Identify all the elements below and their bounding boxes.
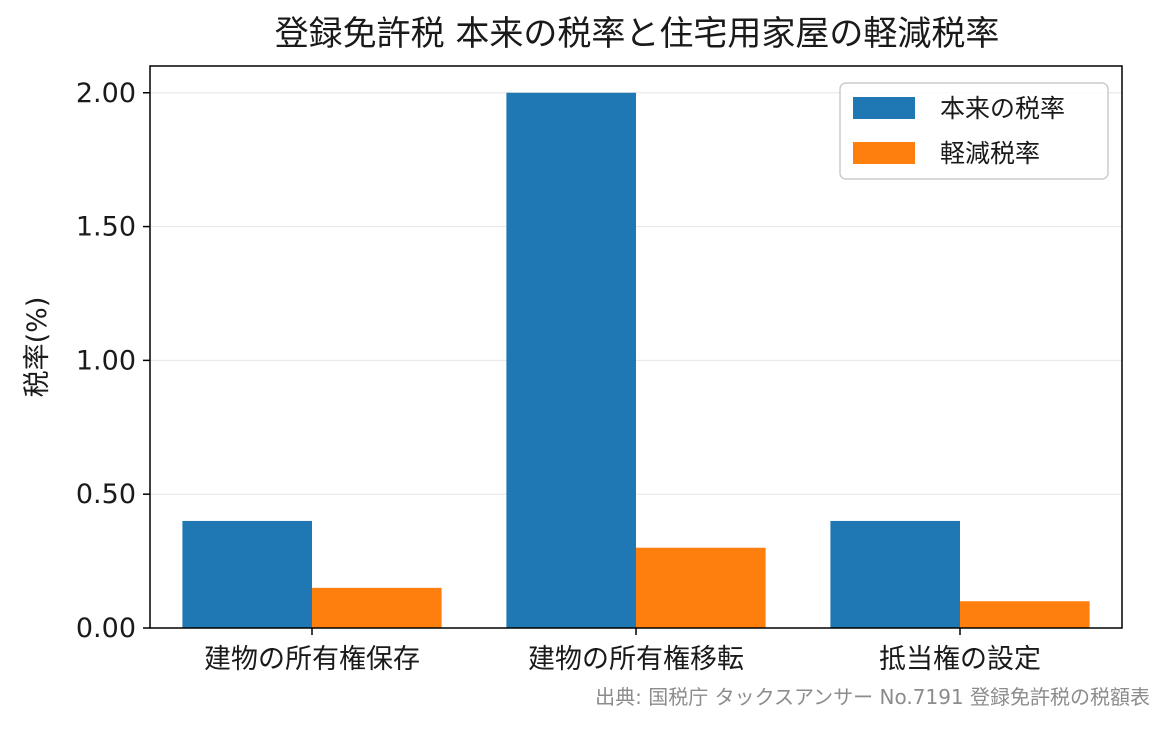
x-tick-label: 抵当権の設定 bbox=[879, 644, 1041, 675]
bar-reduced-0 bbox=[312, 587, 442, 628]
y-tick-label: 2.00 bbox=[76, 78, 136, 109]
bars bbox=[182, 92, 1090, 628]
y-tick-label: 0.50 bbox=[76, 479, 136, 510]
bar-standard-0 bbox=[182, 520, 312, 628]
y-tick-label: 0.00 bbox=[76, 613, 136, 644]
legend-swatch bbox=[853, 97, 915, 119]
legend-swatch bbox=[853, 142, 915, 164]
legend-label: 本来の税率 bbox=[940, 94, 1065, 123]
y-tick-label: 1.00 bbox=[76, 345, 136, 376]
y-tick-label: 1.50 bbox=[76, 212, 136, 243]
plot-frame bbox=[149, 65, 1123, 629]
bar-reduced-2 bbox=[960, 601, 1090, 628]
legend-label: 軽減税率 bbox=[940, 139, 1040, 168]
axes: 0.00 0.50 1.00 1.50 2.00 建物の所有権保存 建物の所有権移転 抵当権の… bbox=[76, 65, 1123, 675]
bar-standard-1 bbox=[506, 92, 636, 628]
chart-title: 登録免許税 本来の税率と住宅用家屋の軽減税率 bbox=[275, 14, 1000, 54]
y-axis-label: 税率(%) bbox=[22, 297, 53, 398]
x-tick-label: 建物の所有権移転 bbox=[528, 644, 744, 675]
bar-reduced-1 bbox=[636, 547, 766, 628]
bar-standard-2 bbox=[830, 520, 960, 628]
x-tick-label: 建物の所有権保存 bbox=[204, 644, 420, 675]
source-note: 出典: 国税庁 タックスアンサー No.7191 登録免許税の税額表 bbox=[595, 685, 1150, 709]
